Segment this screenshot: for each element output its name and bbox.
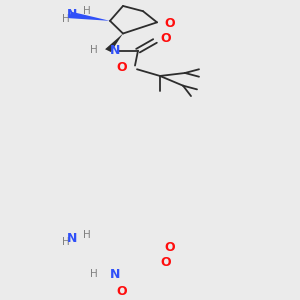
Text: H: H — [62, 14, 70, 24]
Text: H: H — [90, 45, 98, 55]
Text: O: O — [116, 285, 127, 298]
Text: H: H — [62, 237, 70, 247]
Text: N: N — [110, 268, 120, 281]
Text: O: O — [160, 32, 171, 45]
Text: H: H — [90, 268, 98, 278]
Polygon shape — [69, 235, 110, 244]
Text: O: O — [116, 61, 127, 74]
Polygon shape — [69, 12, 110, 21]
Polygon shape — [105, 34, 123, 52]
Text: O: O — [164, 17, 175, 30]
Polygon shape — [105, 257, 123, 275]
Text: H: H — [83, 6, 91, 16]
Text: N: N — [110, 44, 120, 57]
Text: O: O — [164, 241, 175, 254]
Text: H: H — [83, 230, 91, 240]
Text: O: O — [160, 256, 171, 269]
Text: N: N — [67, 232, 77, 245]
Text: N: N — [67, 8, 77, 21]
